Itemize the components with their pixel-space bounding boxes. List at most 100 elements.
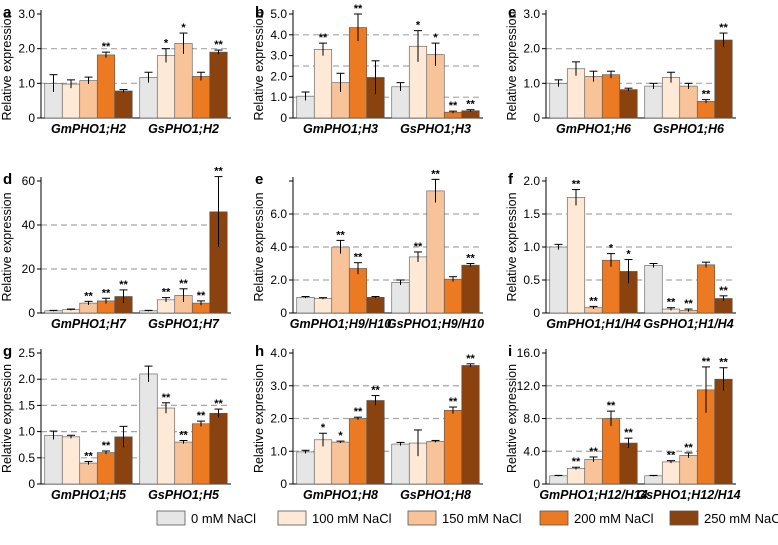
y-tick-label: 2.0 <box>270 69 287 83</box>
significance-mark: ** <box>702 89 711 101</box>
significance-mark: ** <box>624 427 633 439</box>
bar <box>549 475 568 485</box>
y-tick-label: 0 <box>280 477 287 491</box>
significance-mark: ** <box>667 297 676 309</box>
bar <box>584 459 603 485</box>
legend-label: 150 mM NaCl <box>442 511 522 526</box>
bar <box>348 268 368 314</box>
bar <box>461 365 480 485</box>
significance-mark: ** <box>319 32 328 44</box>
y-tick-label: 8.0 <box>523 412 540 426</box>
bar <box>619 442 638 485</box>
significance-mark: ** <box>214 398 223 410</box>
significance-mark: ** <box>371 385 380 397</box>
bar <box>366 297 385 314</box>
bar <box>156 55 176 119</box>
y-tick-label: 0 <box>280 306 287 320</box>
y-tick-label: 1.0 <box>270 444 287 458</box>
significance-mark: ** <box>466 353 475 365</box>
y-tick-label: 6.0 <box>270 207 287 221</box>
significance-mark: ** <box>719 357 728 369</box>
bar <box>348 418 368 485</box>
legend-label: 100 mM NaCl <box>312 511 392 526</box>
significance-mark: ** <box>684 298 693 310</box>
panel-d: d 0 20 40 60 Relative expression ** ** ** GmPHO1;… <box>0 166 231 331</box>
y-tick-label: 0 <box>533 111 540 125</box>
y-tick-label: 2.0 <box>270 273 287 287</box>
bar <box>549 246 568 314</box>
legend-swatch <box>277 510 307 526</box>
y-axis-label: Relative expression <box>505 192 519 301</box>
bar <box>156 407 176 485</box>
legend-label: 0 mM NaCl <box>191 511 256 526</box>
legend-swatch <box>539 510 569 526</box>
group-label: GmPHO1;H7 <box>51 317 127 331</box>
y-tick-label: 1.5 <box>18 398 35 412</box>
y-tick-label: 3.0 <box>18 7 35 21</box>
panel-letter: c <box>508 4 516 21</box>
significance-mark: * <box>626 249 631 261</box>
panel-letter: b <box>255 4 264 21</box>
significance-mark: ** <box>449 100 458 112</box>
group-label: GsPHO1;H9/H10 <box>387 317 484 331</box>
y-tick-label: 4.0 <box>270 240 287 254</box>
group-label: GmPHO1;H1/H4 <box>546 317 641 331</box>
y-tick-label: 16.0 <box>517 346 541 360</box>
bar <box>96 54 116 119</box>
bar <box>566 468 586 485</box>
significance-mark: ** <box>466 99 475 111</box>
panel-letter: i <box>508 343 512 360</box>
significance-mark: ** <box>197 410 206 422</box>
y-tick-label: 4.0 <box>523 444 540 458</box>
bar <box>391 86 410 119</box>
significance-mark: * <box>338 430 343 442</box>
y-tick-label: 0.5 <box>18 451 35 465</box>
bar <box>584 76 603 119</box>
y-tick-label: 40 <box>22 218 36 232</box>
bar <box>661 461 681 485</box>
y-axis-label: Relative expression <box>0 11 14 120</box>
bar <box>601 259 621 314</box>
legend: 0 mM NaCl 100 mM NaCl 150 mM NaCl 200 mM Na… <box>156 510 778 526</box>
bar <box>549 83 568 119</box>
bar <box>679 85 698 119</box>
bar <box>679 455 698 485</box>
y-tick-label: 1.0 <box>270 90 287 104</box>
legend-swatch <box>407 510 437 526</box>
y-tick-label: 0 <box>280 111 287 125</box>
group-label: GmPHO1;H12/H14 <box>539 488 647 502</box>
significance-mark: * <box>181 22 186 34</box>
bar <box>426 190 445 314</box>
panel-g: g 0 0.5 1.0 1.5 2.0 2.5 Relative expression ** **… <box>0 343 231 502</box>
bar <box>114 90 133 119</box>
y-tick-label: 1.0 <box>18 76 35 90</box>
bar <box>426 441 445 485</box>
y-tick-label: 2.0 <box>18 42 35 56</box>
bar <box>696 101 716 119</box>
significance-mark: ** <box>414 241 423 253</box>
group-label: GsPHO1;H8 <box>400 488 471 502</box>
bar <box>209 51 228 119</box>
group-label: GmPHO1;H6 <box>556 122 632 136</box>
bar <box>408 256 428 314</box>
y-axis-label: Relative expression <box>0 192 14 301</box>
significance-mark: ** <box>102 41 111 53</box>
bar <box>443 278 463 314</box>
bar <box>661 77 681 119</box>
bar <box>174 43 193 119</box>
legend-label: 250 mM NaCl <box>704 511 778 526</box>
panel-letter: g <box>3 343 12 360</box>
significance-mark: ** <box>449 396 458 408</box>
significance-mark: ** <box>162 287 171 299</box>
legend-label: 200 mM NaCl <box>574 511 654 526</box>
bar <box>296 297 315 314</box>
bar <box>61 83 81 119</box>
bar <box>61 436 81 485</box>
significance-mark: ** <box>702 356 711 368</box>
y-tick-label: 1.0 <box>523 76 540 90</box>
significance-mark: * <box>433 32 438 44</box>
y-tick-label: 0 <box>28 306 35 320</box>
